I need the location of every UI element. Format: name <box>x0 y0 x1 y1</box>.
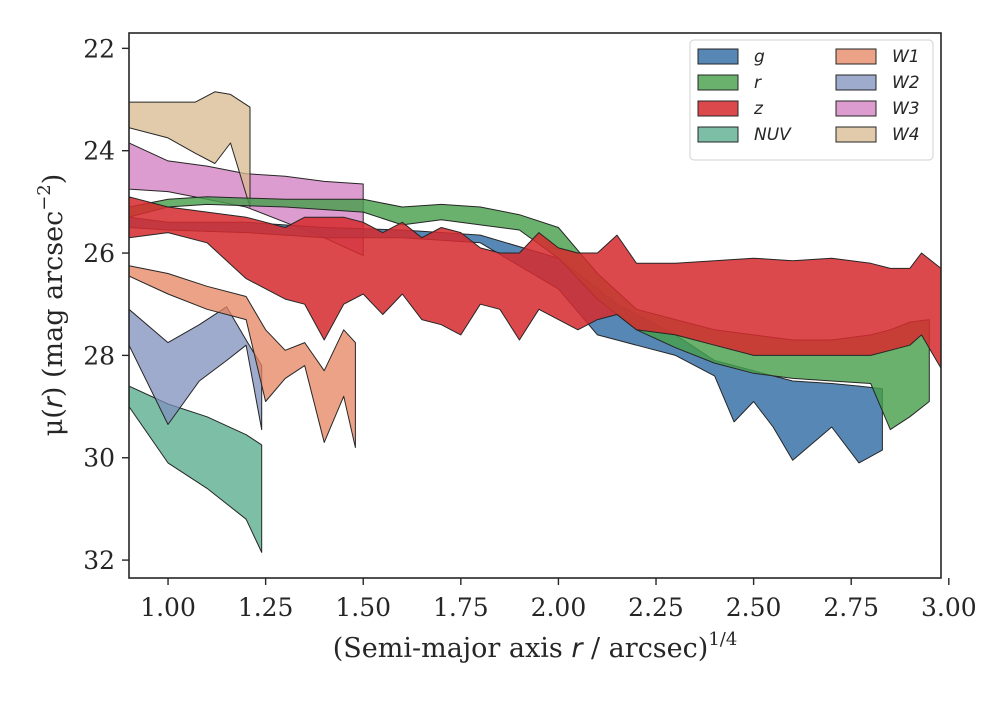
y-axis-label-unit: ) (mag arcsec <box>38 211 69 397</box>
y-tick-label: 24 <box>83 137 115 166</box>
band-w2 <box>129 306 263 431</box>
x-tick-label: 1.25 <box>238 593 294 622</box>
y-tick-label: 30 <box>83 444 115 473</box>
x-tick-label: 1.00 <box>140 593 196 622</box>
y-axis-label-close: ) <box>38 174 69 185</box>
legend-label-r: r <box>754 73 762 93</box>
legend-swatch-r <box>697 74 739 91</box>
y-tick-label: 32 <box>83 546 115 575</box>
band-r <box>129 196 930 431</box>
legend-swatch-w2 <box>835 74 877 91</box>
legend-swatch-g <box>697 48 739 65</box>
x-tick-label: 2.25 <box>628 593 684 622</box>
legend-label-nuv: NUV <box>754 125 792 145</box>
legend-label-z: z <box>753 99 764 119</box>
y-tick-label: 26 <box>83 239 115 268</box>
legend-swatch-nuv <box>697 126 739 143</box>
x-axis-label-unit: / arcsec) <box>582 633 708 664</box>
band-nuv <box>129 385 263 553</box>
x-tick-label: 2.75 <box>823 593 879 622</box>
y-axis-label-var: r <box>38 395 69 408</box>
x-axis-label: (Semi-major axis r / arcsec)1/4 <box>333 629 738 664</box>
y-axis-ticks: 22 24 26 28 30 32 <box>83 34 129 575</box>
plot-frame <box>128 32 942 579</box>
band-w4 <box>129 91 251 208</box>
legend: grz NUV W1 W2 W3 W4 <box>689 39 934 161</box>
legend-label-w2: W2 <box>892 73 920 93</box>
y-axis-label: μ(r) (mag arcsec−2) <box>34 174 69 437</box>
legend-label-w1: W1 <box>892 47 920 67</box>
legend-swatch-w4 <box>835 126 877 143</box>
x-tick-label: 2.00 <box>531 593 587 622</box>
x-tick-label: 1.50 <box>335 593 391 622</box>
x-axis-label-var: r <box>571 633 584 664</box>
legend-label-g: g <box>754 47 765 67</box>
y-tick-label: 22 <box>83 34 115 63</box>
legend-swatch-z <box>697 100 739 117</box>
x-tick-label: 1.75 <box>433 593 489 622</box>
legend-swatch-w3 <box>835 100 877 117</box>
x-axis-ticks: 1.00 1.25 1.50 1.75 2.00 2.25 2.50 2.75 3.00 <box>140 578 977 622</box>
band-w1 <box>129 265 356 448</box>
y-tick-label: 28 <box>83 341 115 370</box>
x-axis-label-main: (Semi-major axis <box>333 633 572 664</box>
y-axis-label-power: −2 <box>34 184 55 211</box>
legend-label-w3: W3 <box>892 99 920 119</box>
legend-swatch-w1 <box>835 48 877 65</box>
y-axis-label-main: μ( <box>38 408 69 436</box>
legend-label-w4: W4 <box>892 125 920 145</box>
x-tick-label: 3.00 <box>921 593 977 622</box>
band-z <box>129 196 941 369</box>
x-axis-label-power: 1/4 <box>708 629 737 650</box>
x-tick-label: 2.50 <box>726 593 782 622</box>
profile-bands <box>129 91 941 553</box>
